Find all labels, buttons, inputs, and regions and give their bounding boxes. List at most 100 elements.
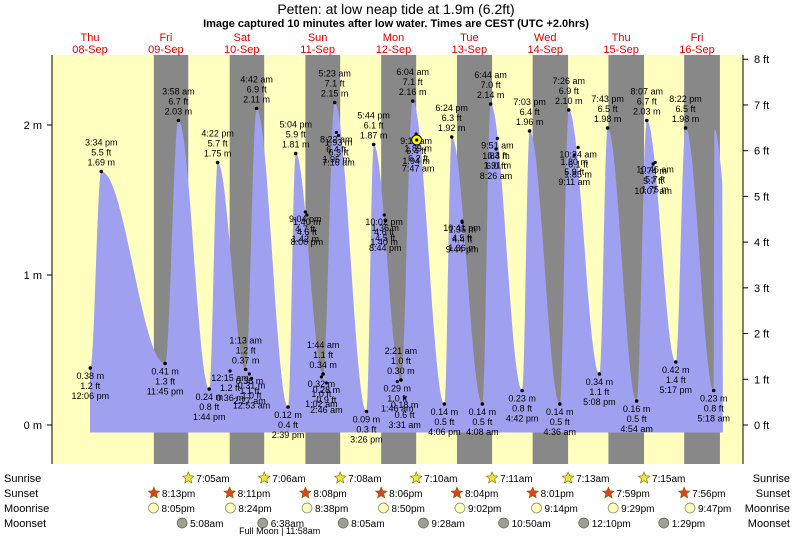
row-label-right: Sunset [756,488,790,500]
secondary-label: 1.0 ft [311,389,332,399]
tide-label: 5:44 pm [357,111,390,121]
day-date-label: 14-Sep [528,44,563,56]
day-date-label: 10-Sep [224,44,259,56]
right-tick-label: 2 ft [754,329,769,341]
moonrise-time: 8:05pm [161,504,194,515]
tide-label: 0.8 ft [199,402,220,412]
row-label-right: Moonrise [745,503,790,515]
tide-label: 5.9 ft [286,130,307,140]
moonset-icon [498,517,509,529]
tide-label: 4:22 pm [201,129,234,139]
secondary-label: 4.7 ft [295,224,316,234]
tide-label: 5:18 am [697,414,730,424]
secondary-label: 9:11 am [558,177,590,187]
current-tide-dot [415,138,419,142]
tide-label: 1.4 ft [666,375,687,385]
tide-point [711,388,716,393]
tide-label: 0.8 ft [704,404,725,414]
tide-label: 0.14 m [469,407,497,417]
sunrise-time: 7:15am [652,474,685,485]
secondary-point [395,379,399,384]
sunset-time: 8:13pm [162,489,195,500]
secondary-label: 10:41 pm [443,223,481,233]
moonrise-icon [225,502,236,514]
tide-label: 8:22 pm [669,94,702,104]
moonset-time: 1:29pm [672,519,705,530]
tide-point [605,126,610,130]
day-name-label: Thu [612,32,631,44]
secondary-label: 0.29 m [384,384,412,394]
tide-label: 2:39 pm [272,430,305,440]
secondary-label: 1.42 m [292,234,320,244]
day-name-label: Mon [383,32,404,44]
tide-label: 7:26 am [552,76,585,86]
secondary-label: 5.9 ft [564,167,585,177]
tide-point [243,367,248,372]
sunrise-icon [561,471,575,484]
tide-point [449,135,454,139]
tide-point [566,108,571,112]
tide-point [254,106,259,111]
tide-label: 0.5 ft [550,417,571,427]
tide-point [410,99,415,103]
tide-label: 1.3 ft [155,377,176,387]
moonset-time: 9:28am [431,519,464,530]
secondary-label: 1.74 m [639,166,667,176]
sunrise-icon [257,471,271,484]
sunset-icon [223,486,237,499]
sunrise-icon [409,471,423,484]
tide-point [364,409,369,414]
sunrise-icon [485,471,499,484]
tide-label: 6:44 am [474,70,507,80]
tide-label: 0.24 m [196,392,224,402]
secondary-label: 1.94 m [402,156,430,166]
day-date-label: 08-Sep [72,44,107,56]
moonrise-icon [684,502,696,514]
sunrise-time: 7:08am [348,474,381,485]
tide-label: 1.2 ft [80,381,101,391]
tide-label: 0.16 m [623,404,651,414]
tide-label: 6.5 ft [676,104,697,114]
secondary-point [460,220,464,225]
secondary-label: 0.31 m [238,381,266,391]
tide-label: 2.03 m [165,107,193,117]
secondary-label: 5.7 ft [643,176,664,186]
tide-label: 7.1 ft [325,79,346,89]
tide-label: 6.3 ft [442,113,463,123]
tide-label: 0.23 m [508,394,536,404]
chart-subtitle: Image captured 10 minutes after low wate… [203,18,589,30]
tide-label: 1:13 am [229,336,262,346]
secondary-label: 1.75 m [641,185,669,195]
tide-label: 0.5 ft [472,417,493,427]
right-tick-label: 8 ft [754,54,769,66]
secondary-label: 8:22 am [320,135,353,145]
secondary-label: 0.9 ft [316,395,337,405]
tide-point [520,388,524,393]
left-tick-label: 1 m [24,270,42,282]
secondary-label: 10:07 am [634,186,672,196]
secondary-label: 4.5 ft [375,233,396,243]
sunset-icon [147,486,161,499]
tide-label: 6:04 am [396,67,429,77]
tide-label: 1.81 m [282,140,310,150]
tide-label: 0.09 m [353,415,381,425]
tide-label: 0.34 m [586,377,614,387]
secondary-point [324,381,328,385]
tide-label: 0.41 m [151,367,179,377]
sunset-icon [677,486,691,499]
secondary-label: 9:51 am [481,141,514,151]
secondary-label: 0.36 m [216,393,244,403]
secondary-label: 6.4 ft [406,146,427,156]
tide-point [634,399,639,403]
secondary-label: 1.35 m [448,225,476,235]
secondary-label: 3:31 am [388,420,421,430]
secondary-point [576,145,580,150]
moonrise-icon [454,502,466,514]
secondary-label: 1.89 m [404,144,432,154]
tide-label: 0.30 m [387,366,415,376]
tide-label: 12:06 pm [72,391,110,401]
sunrise-time: 7:11am [500,474,533,485]
secondary-label: 0.18 m [391,400,419,410]
tide-label: 2:21 am [385,346,418,356]
tide-label: 11:45 pm [147,387,184,397]
